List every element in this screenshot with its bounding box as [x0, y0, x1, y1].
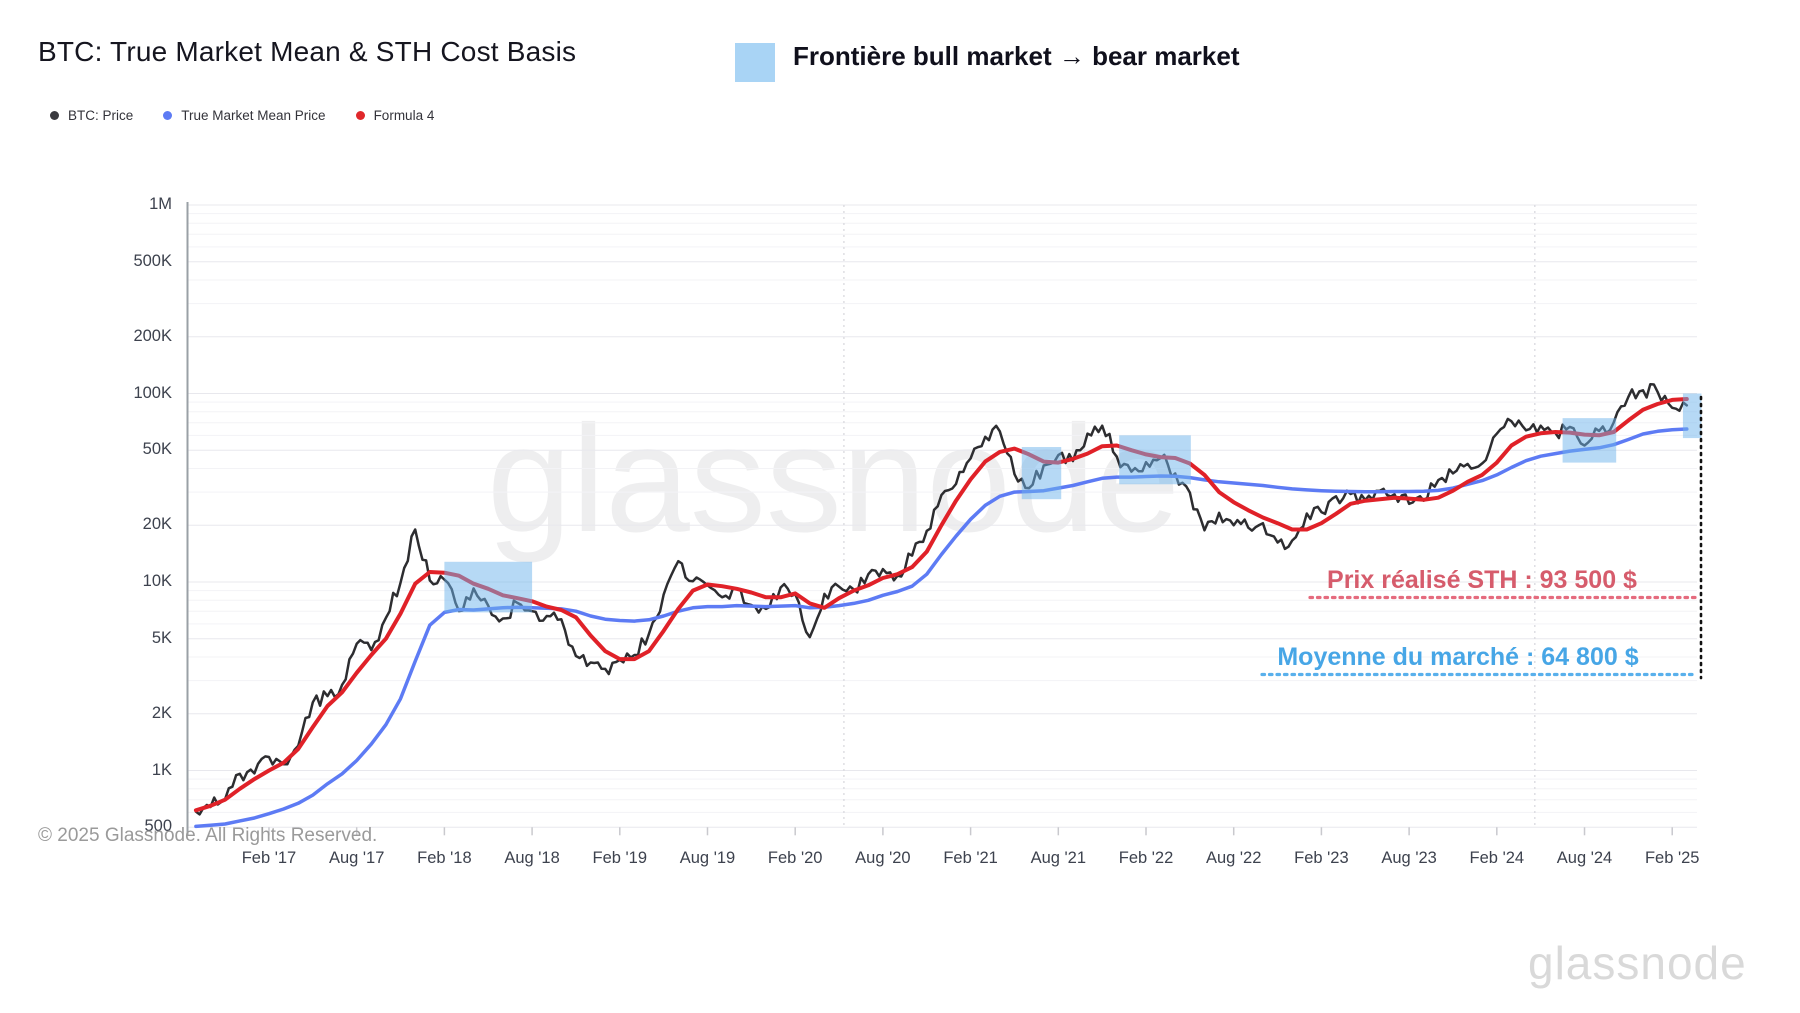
legend-label: Formula 4: [373, 108, 435, 123]
legend-item-true-market-mean[interactable]: True Market Mean Price: [163, 108, 326, 123]
x-tick-label: Feb '17: [241, 849, 297, 867]
y-tick-label: 500K: [133, 251, 172, 270]
x-tick-label: Aug '20: [855, 849, 911, 867]
y-tick-label: 100K: [133, 383, 172, 402]
sth-realized-price-annotation: Prix réalisé STH : 93 500 $: [1327, 566, 1637, 594]
legend-label: True Market Mean Price: [181, 108, 326, 123]
x-tick-label: Aug '21: [1030, 849, 1087, 867]
x-tick-label: Feb '22: [1118, 849, 1174, 867]
x-tick-label: Aug '18: [504, 849, 560, 867]
y-tick-label: 1M: [149, 195, 172, 213]
x-tick-label: Feb '18: [417, 849, 472, 867]
btc-price-dot-icon: [50, 111, 59, 120]
highlight-legend-swatch: [735, 43, 775, 82]
series-formula4: [193, 397, 1689, 813]
x-tick-label: Feb '25: [1644, 849, 1700, 867]
x-tick-label: Feb '19: [592, 849, 648, 867]
x-tick-label: Feb '21: [943, 849, 998, 867]
x-tick-label: Aug '24: [1556, 849, 1613, 867]
y-tick-label: 50K: [142, 440, 172, 459]
x-tick-label: Aug '19: [679, 849, 736, 867]
x-tick-label: Feb '20: [767, 849, 823, 867]
frontier-highlight-region: [1562, 418, 1617, 463]
y-tick-label: 1K: [151, 760, 172, 779]
legend-item-formula4[interactable]: Formula 4: [355, 108, 435, 123]
y-tick-label: 2K: [151, 703, 172, 722]
legend-item-btc-price[interactable]: BTC: Price: [50, 108, 133, 123]
frontier-highlight-region: [1021, 447, 1062, 500]
series-legend: BTC: Price True Market Mean Price Formul…: [50, 108, 434, 123]
y-tick-label: 5K: [151, 628, 172, 647]
y-tick-label: 20K: [142, 515, 172, 534]
y-tick-label: 500: [144, 817, 172, 836]
copyright-notice: © 2025 Glassnode. All Rights Reserved.: [38, 825, 378, 846]
frontier-highlight-region: [444, 561, 533, 613]
true-market-mean-dot-icon: [163, 111, 173, 120]
y-tick-label: 10K: [142, 572, 172, 590]
y-tick-label: 200K: [133, 326, 172, 345]
frontier-highlight-region: [1682, 393, 1702, 439]
highlight-legend-label: Frontière bull market → bear market: [793, 41, 1240, 71]
glassnode-logo: glassnode: [1528, 937, 1747, 989]
legend-label: BTC: Price: [68, 108, 134, 123]
formula4-dot-icon: [355, 111, 365, 120]
market-mean-annotation: Moyenne du marché : 64 800 $: [1277, 643, 1639, 671]
x-tick-label: Aug '23: [1381, 849, 1437, 867]
x-tick-label: Feb '23: [1294, 849, 1349, 867]
page-title: BTC: True Market Mean & STH Cost Basis: [38, 36, 577, 67]
x-tick-label: Aug '17: [328, 849, 385, 867]
x-tick-label: Feb '24: [1469, 849, 1525, 867]
series-btc-price: [194, 382, 1689, 816]
x-tick-label: Aug '22: [1205, 849, 1262, 867]
series-true-market-mean: [194, 427, 1689, 829]
frontier-highlight-region: [1119, 435, 1191, 485]
